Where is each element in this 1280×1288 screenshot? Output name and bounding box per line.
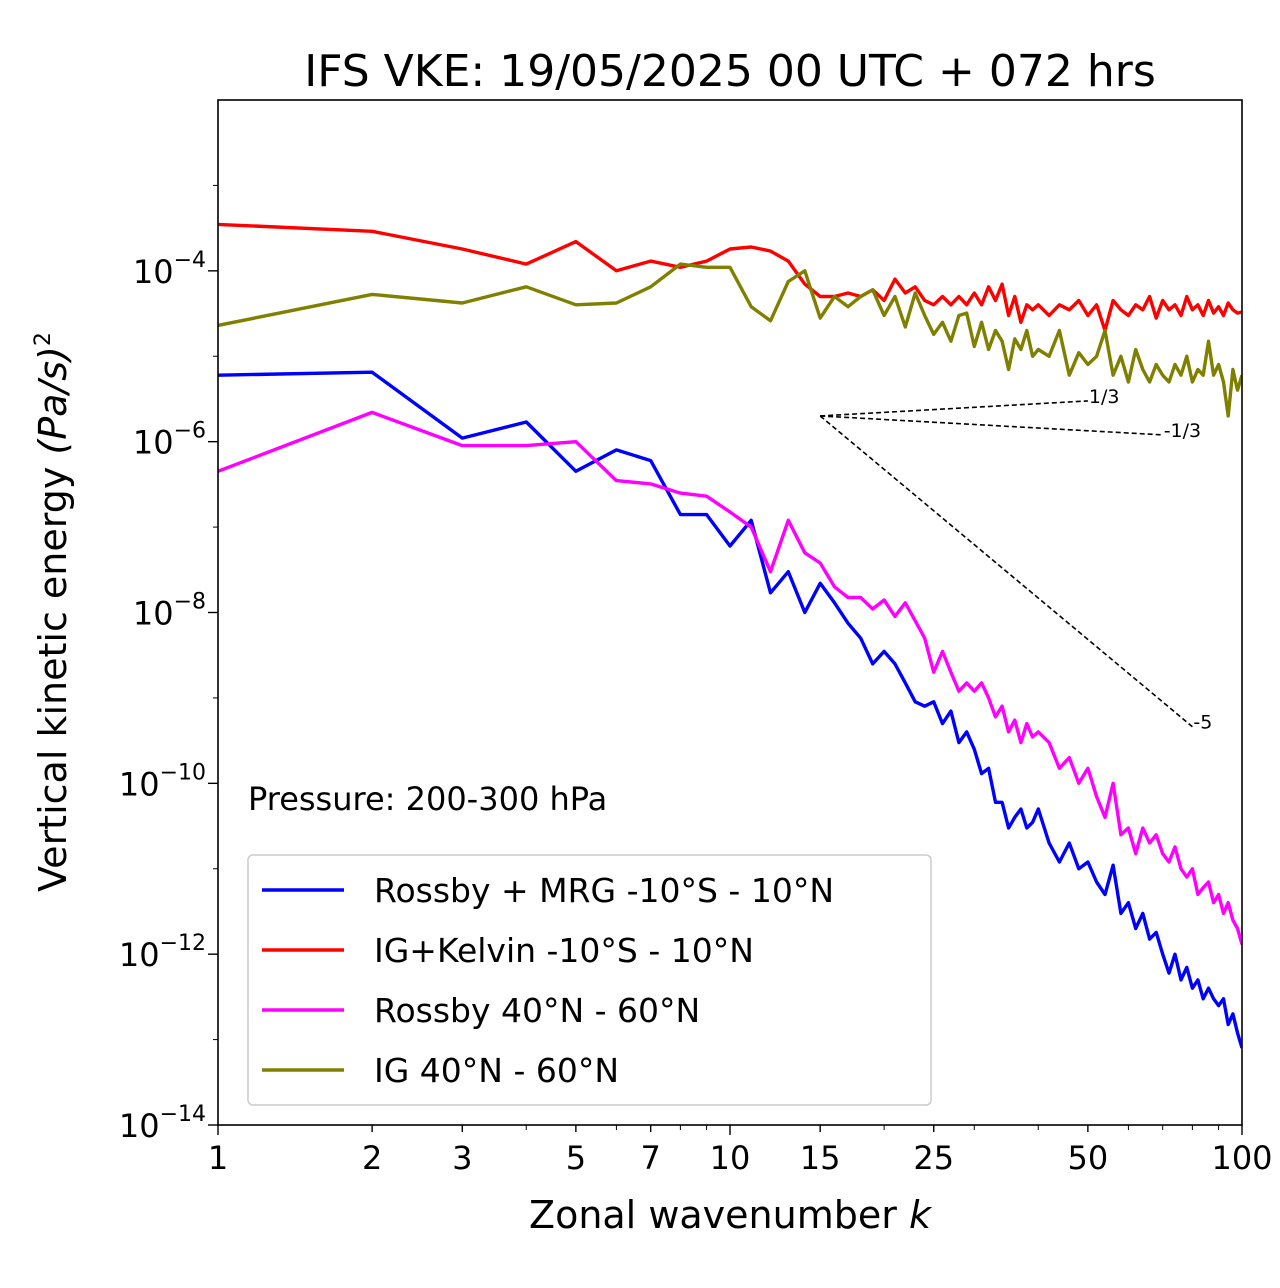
x-axis-label: Zonal wavenumber k (529, 1193, 933, 1237)
reference-line-label: 1/3 (1089, 386, 1120, 408)
reference-line-label: -5 (1193, 712, 1212, 734)
legend-box (247, 854, 932, 1106)
series-line (218, 410, 1242, 945)
y-tick-label: 10−14 (119, 1102, 206, 1145)
y-tick-label: 10−8 (133, 590, 206, 633)
x-tick-label: 1 (208, 1139, 228, 1177)
x-tick-label: 25 (913, 1139, 954, 1177)
y-tick-label: 10−12 (119, 931, 206, 974)
reference-line (820, 400, 1088, 417)
legend-label: Rossby 40°N - 60°N (374, 991, 700, 1030)
legend: Rossby + MRG -10°S - 10°N IG+Kelvin -10°S… (247, 854, 932, 1106)
reference-line-label: -1/3 (1164, 420, 1201, 442)
series-line (218, 222, 1242, 333)
legend-label: Rossby + MRG -10°S - 10°N (374, 871, 834, 910)
pressure-annotation: Pressure: 200-300 hPa (248, 780, 607, 818)
y-tick-label: 10−10 (119, 760, 206, 803)
reference-line (820, 415, 1163, 436)
legend-label: IG+Kelvin -10°S - 10°N (374, 931, 754, 970)
series-line (218, 262, 1242, 418)
x-tick-label: 2 (362, 1139, 382, 1177)
x-axis-ticks: 1 2 3 5 7 10 15 25 50 100 (208, 1125, 1273, 1177)
x-tick-label: 100 (1211, 1139, 1272, 1177)
x-tick-label: 5 (566, 1139, 586, 1177)
y-tick-label: 10−4 (133, 248, 206, 291)
y-axis-label: Vertical kinetic energy (Pa/s)2 (31, 332, 75, 892)
y-tick-label: 10−6 (133, 419, 206, 462)
x-tick-label: 10 (710, 1139, 751, 1177)
chart-title: IFS VKE: 19/05/2025 00 UTC + 072 hrs (304, 46, 1156, 97)
series-line (218, 370, 1242, 1049)
x-tick-label: 50 (1068, 1139, 1109, 1177)
legend-label: IG 40°N - 60°N (374, 1051, 619, 1090)
reference-line (819, 415, 1193, 728)
x-tick-label: 15 (800, 1139, 841, 1177)
series-lines (218, 222, 1242, 1049)
x-tick-label: 3 (452, 1139, 472, 1177)
x-tick-label: 7 (641, 1139, 661, 1177)
y-axis-ticks: 10−4 10−6 10−8 10−10 10−12 10−14 (119, 184, 218, 1145)
reference-slope-lines: 1/3 -1/3 -5 (819, 386, 1212, 734)
